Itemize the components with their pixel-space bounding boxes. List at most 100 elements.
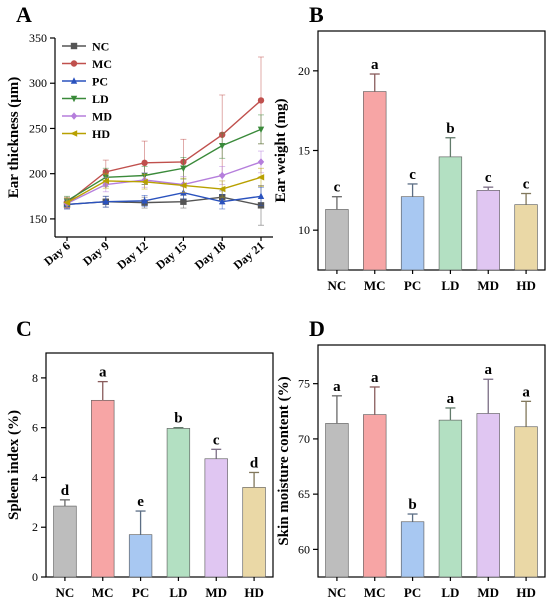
data-point <box>257 174 265 181</box>
data-point <box>257 158 265 166</box>
significance-letter: b <box>174 411 182 427</box>
y-axis-title: Ear weight (mg) <box>273 99 289 203</box>
panel-c: C Spleen index (%) 0 2 4 6 8 d NC a MC e PC b LD c MD d HD <box>6 316 274 600</box>
data-point <box>180 198 187 205</box>
panel-label: A <box>16 2 32 27</box>
legend-marker <box>70 42 78 50</box>
bar <box>476 413 500 578</box>
panel-d: D Skin moisture content (%) 60 65 70 75 a NC a MC… <box>276 316 546 600</box>
data-point <box>219 142 226 150</box>
panel-label: C <box>16 316 32 341</box>
x-tick-label: LD <box>169 585 187 600</box>
bar <box>325 423 349 578</box>
series-hd <box>63 167 265 208</box>
x-tick-label: Day 18 <box>192 239 228 273</box>
bar <box>363 414 387 578</box>
data-point <box>257 126 265 134</box>
legend-marker <box>70 95 78 103</box>
x-tick-label: LD <box>441 278 459 293</box>
bar <box>166 428 191 578</box>
series-line <box>66 176 262 204</box>
x-tick-label: LD <box>441 585 459 600</box>
y-axis-title: Ear thickness (μm) <box>6 77 22 199</box>
plot-frame <box>317 344 546 578</box>
x-tick-label: MC <box>364 585 386 600</box>
data-point <box>102 198 109 205</box>
data-point <box>63 199 71 206</box>
x-tick-label: PC <box>404 585 421 600</box>
legend-label: MC <box>92 57 112 71</box>
y-tick-label: 15 <box>298 144 310 158</box>
y-tick-label: 8 <box>32 371 38 385</box>
data-point <box>218 185 226 193</box>
x-tick-label: PC <box>404 278 421 293</box>
y-tick-label: 250 <box>29 121 47 135</box>
legend-label: MD <box>92 110 112 124</box>
series-line <box>66 191 262 206</box>
bar <box>91 399 115 578</box>
significance-letter: d <box>61 483 70 499</box>
plot-frame <box>317 30 546 271</box>
x-tick-label: HD <box>516 278 536 293</box>
panel-label: B <box>309 2 324 27</box>
data-point <box>180 165 187 172</box>
bar <box>400 521 425 578</box>
y-tick-label: 4 <box>32 470 38 484</box>
y-tick-label: 2 <box>32 520 38 534</box>
significance-letter: c <box>213 432 220 448</box>
legend-marker <box>70 112 78 120</box>
panel-label: D <box>309 316 325 341</box>
y-axis-title: Skin moisture content (%) <box>276 376 292 545</box>
x-tick-label: MC <box>364 278 386 293</box>
x-tick-label: PC <box>132 585 149 600</box>
series-nc <box>63 185 265 226</box>
data-point <box>219 198 226 205</box>
x-tick-label: Day 21 <box>231 239 267 273</box>
significance-letter: a <box>522 384 530 400</box>
y-tick-label: 150 <box>29 212 47 226</box>
bar <box>514 426 538 578</box>
significance-letter: c <box>485 170 492 186</box>
significance-letter: c <box>409 167 416 183</box>
y-tick-label: 6 <box>32 421 38 435</box>
legend-label: PC <box>92 75 108 89</box>
data-point <box>141 159 148 167</box>
plot-frame <box>45 352 274 578</box>
bar <box>514 204 538 271</box>
y-tick-label: 20 <box>298 64 310 78</box>
significance-letter: a <box>333 379 341 395</box>
data-point <box>141 197 148 204</box>
legend-marker <box>70 130 78 137</box>
significance-letter: b <box>408 497 416 513</box>
x-tick-label: MC <box>92 585 114 600</box>
x-tick-label: NC <box>56 585 75 600</box>
y-tick-label: 200 <box>29 167 47 181</box>
legend-label: LD <box>92 92 109 106</box>
x-tick-label: Day 6 <box>41 239 73 269</box>
significance-letter: a <box>485 362 493 378</box>
series-line <box>66 99 262 204</box>
y-tick-label: 0 <box>32 570 38 584</box>
bar <box>325 209 349 271</box>
significance-letter: a <box>447 391 455 407</box>
y-tick-label: 300 <box>29 76 47 90</box>
bar <box>363 91 387 271</box>
bar <box>400 196 425 271</box>
bar <box>242 487 266 578</box>
data-point <box>102 177 109 185</box>
data-point <box>257 192 265 199</box>
bar <box>476 190 500 271</box>
series-line <box>66 196 262 207</box>
significance-letter: a <box>99 365 107 381</box>
bar <box>438 156 463 271</box>
y-tick-label: 65 <box>298 487 310 501</box>
legend-label: HD <box>92 127 110 141</box>
x-tick-label: Day 12 <box>114 239 150 273</box>
y-tick-label: 60 <box>298 542 310 556</box>
legend-marker <box>70 77 78 84</box>
significance-letter: a <box>371 57 379 73</box>
x-tick-label: Day 15 <box>153 239 189 273</box>
legend-label: NC <box>92 40 109 54</box>
